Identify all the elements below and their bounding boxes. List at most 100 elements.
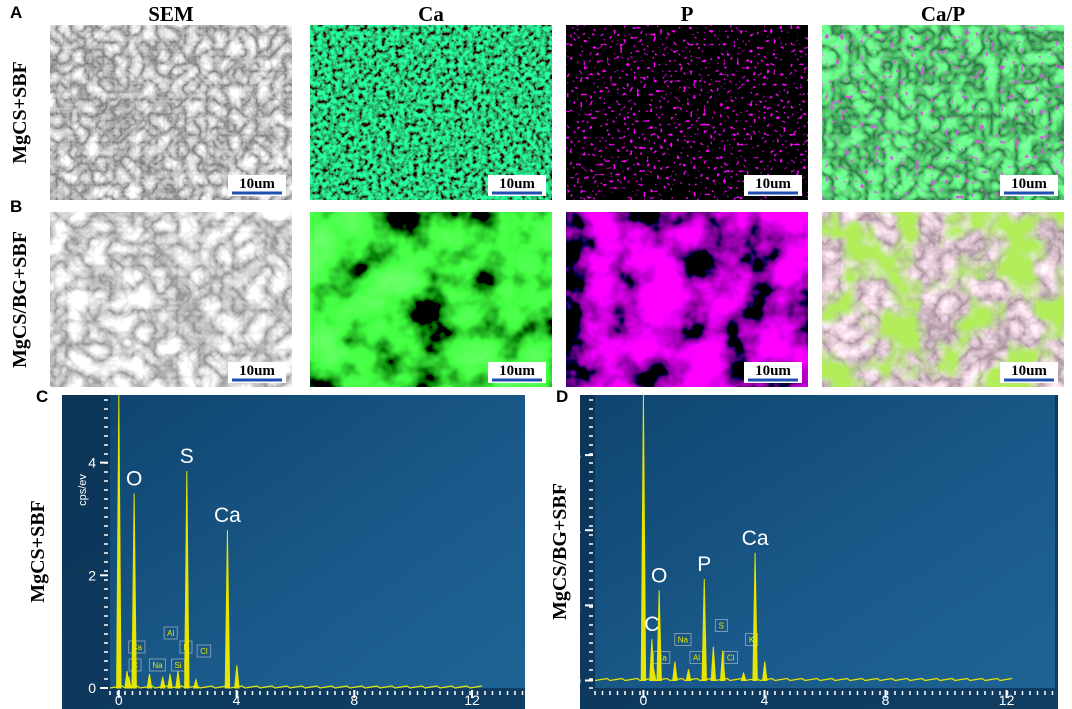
peak-label-minor: Al [167,629,174,638]
peak-label-box [723,651,738,664]
scale-bar-box [744,175,802,196]
scale-bar-label: 10um [1011,176,1047,192]
row-label: MgCS+SBF [27,500,49,603]
micrograph [822,25,1064,200]
micrograph [822,212,1064,387]
y-tick-label: 4 [573,522,581,538]
peak-label-minor: K [749,635,755,644]
scale-bar-label: 10um [239,176,275,192]
peak-label-minor: Si [174,661,181,670]
spectrum-peak [710,646,717,681]
spectrum-peak [193,677,199,689]
spectrum-peak [184,471,190,689]
plot-area [110,395,525,688]
peak-label: O [651,564,667,587]
panel-letter: A [10,3,22,22]
scale-bar-box [228,175,286,196]
peak-label-box [163,626,178,640]
peak-label-minor: Ca [657,653,668,662]
column-header: Ca [418,2,444,26]
y-tick-label: 6 [573,447,581,463]
spectrum-peak [167,673,173,689]
peak-label-box [196,644,212,658]
scale-bar-label: 10um [755,176,791,192]
spectrum-peak [656,590,662,681]
spectrum-peak [131,493,137,689]
spectrum-peak [126,676,132,689]
spectrum-peak [701,579,707,681]
scale-bar-box [488,175,546,196]
micrograph [310,212,552,387]
spectrum-peak [740,671,747,681]
micrograph [50,212,292,387]
y-tick-label: 2 [573,597,581,613]
peak-label: C [644,613,659,636]
scale-bar-label: 10um [1011,363,1047,379]
x-tick-label: 4 [233,692,241,708]
spectrum-peak [762,661,768,681]
spectrum-peak [175,671,181,689]
column-header: Ca/P [921,2,966,26]
scale-bar-box [488,362,546,383]
spectrum-peak [224,530,231,689]
spectrum-peak [640,394,647,681]
panel-letter: C [36,387,48,406]
peak-label-minor: S [719,621,724,630]
scale-bar-label: 10um [499,176,535,192]
peak-label-box [653,651,671,664]
spectrum-peak [159,676,166,689]
scale-bar-box [1000,362,1058,383]
y-tick-label: 0 [573,672,581,688]
peak-label-minor: Na [152,661,163,670]
peak-label: S [180,445,194,468]
plot-area [595,395,1055,688]
spectrum-peak [650,669,657,681]
spectrum-peak [752,552,758,681]
panel-letter: B [10,197,22,216]
peak-label: Ca [742,527,769,550]
spectrum-peak [146,673,153,689]
scale-bar-box [1000,175,1058,196]
y-tick-label: 2 [88,567,96,583]
x-tick-label: 8 [350,692,358,708]
peak-label-minor: Na [678,635,689,644]
x-tick-label: 8 [882,692,890,708]
micrograph [310,25,552,200]
x-tick-label: 4 [761,692,769,708]
scale-bar-box [744,362,802,383]
spectrum-peak [719,650,726,681]
scale-bar-label: 10um [499,363,535,379]
y-tick-label: 0 [88,680,96,696]
scale-bar-box [228,362,286,383]
peak-label-box [674,633,692,646]
peak-label-minor: Cl [727,653,735,662]
peak-label-box [148,658,166,672]
peak-label: O [126,468,142,491]
peak-label-minor: Cl [200,647,208,656]
row-label: MgCS/BG+SBF [9,231,31,368]
column-header: P [681,2,694,26]
peak-label-minor: Al [693,653,700,662]
spectrum-peak [116,394,122,689]
y-axis-label: cps/ev [77,474,89,506]
x-tick-label: 0 [640,692,648,708]
peak-label: P [697,553,711,576]
row-label: MgCS/BG+SBF [549,483,571,620]
micrograph [566,212,808,387]
panel-letter: D [556,387,568,406]
peak-label-box [714,619,728,632]
peak-label: Ca [214,504,241,527]
row-label: MgCS+SBF [9,61,31,164]
x-tick-label: 12 [464,692,480,708]
micrograph [50,25,292,200]
x-tick-label: 12 [999,692,1015,708]
x-tick-label: 0 [115,692,123,708]
peak-label-box [128,640,146,654]
spectrum-peak [234,665,240,689]
peak-label-minor: Ca [132,643,143,652]
scale-bar-label: 10um [755,363,791,379]
spectrum-baseline [594,677,1013,682]
y-tick-label: 4 [88,455,96,471]
peak-label-box [745,633,758,646]
